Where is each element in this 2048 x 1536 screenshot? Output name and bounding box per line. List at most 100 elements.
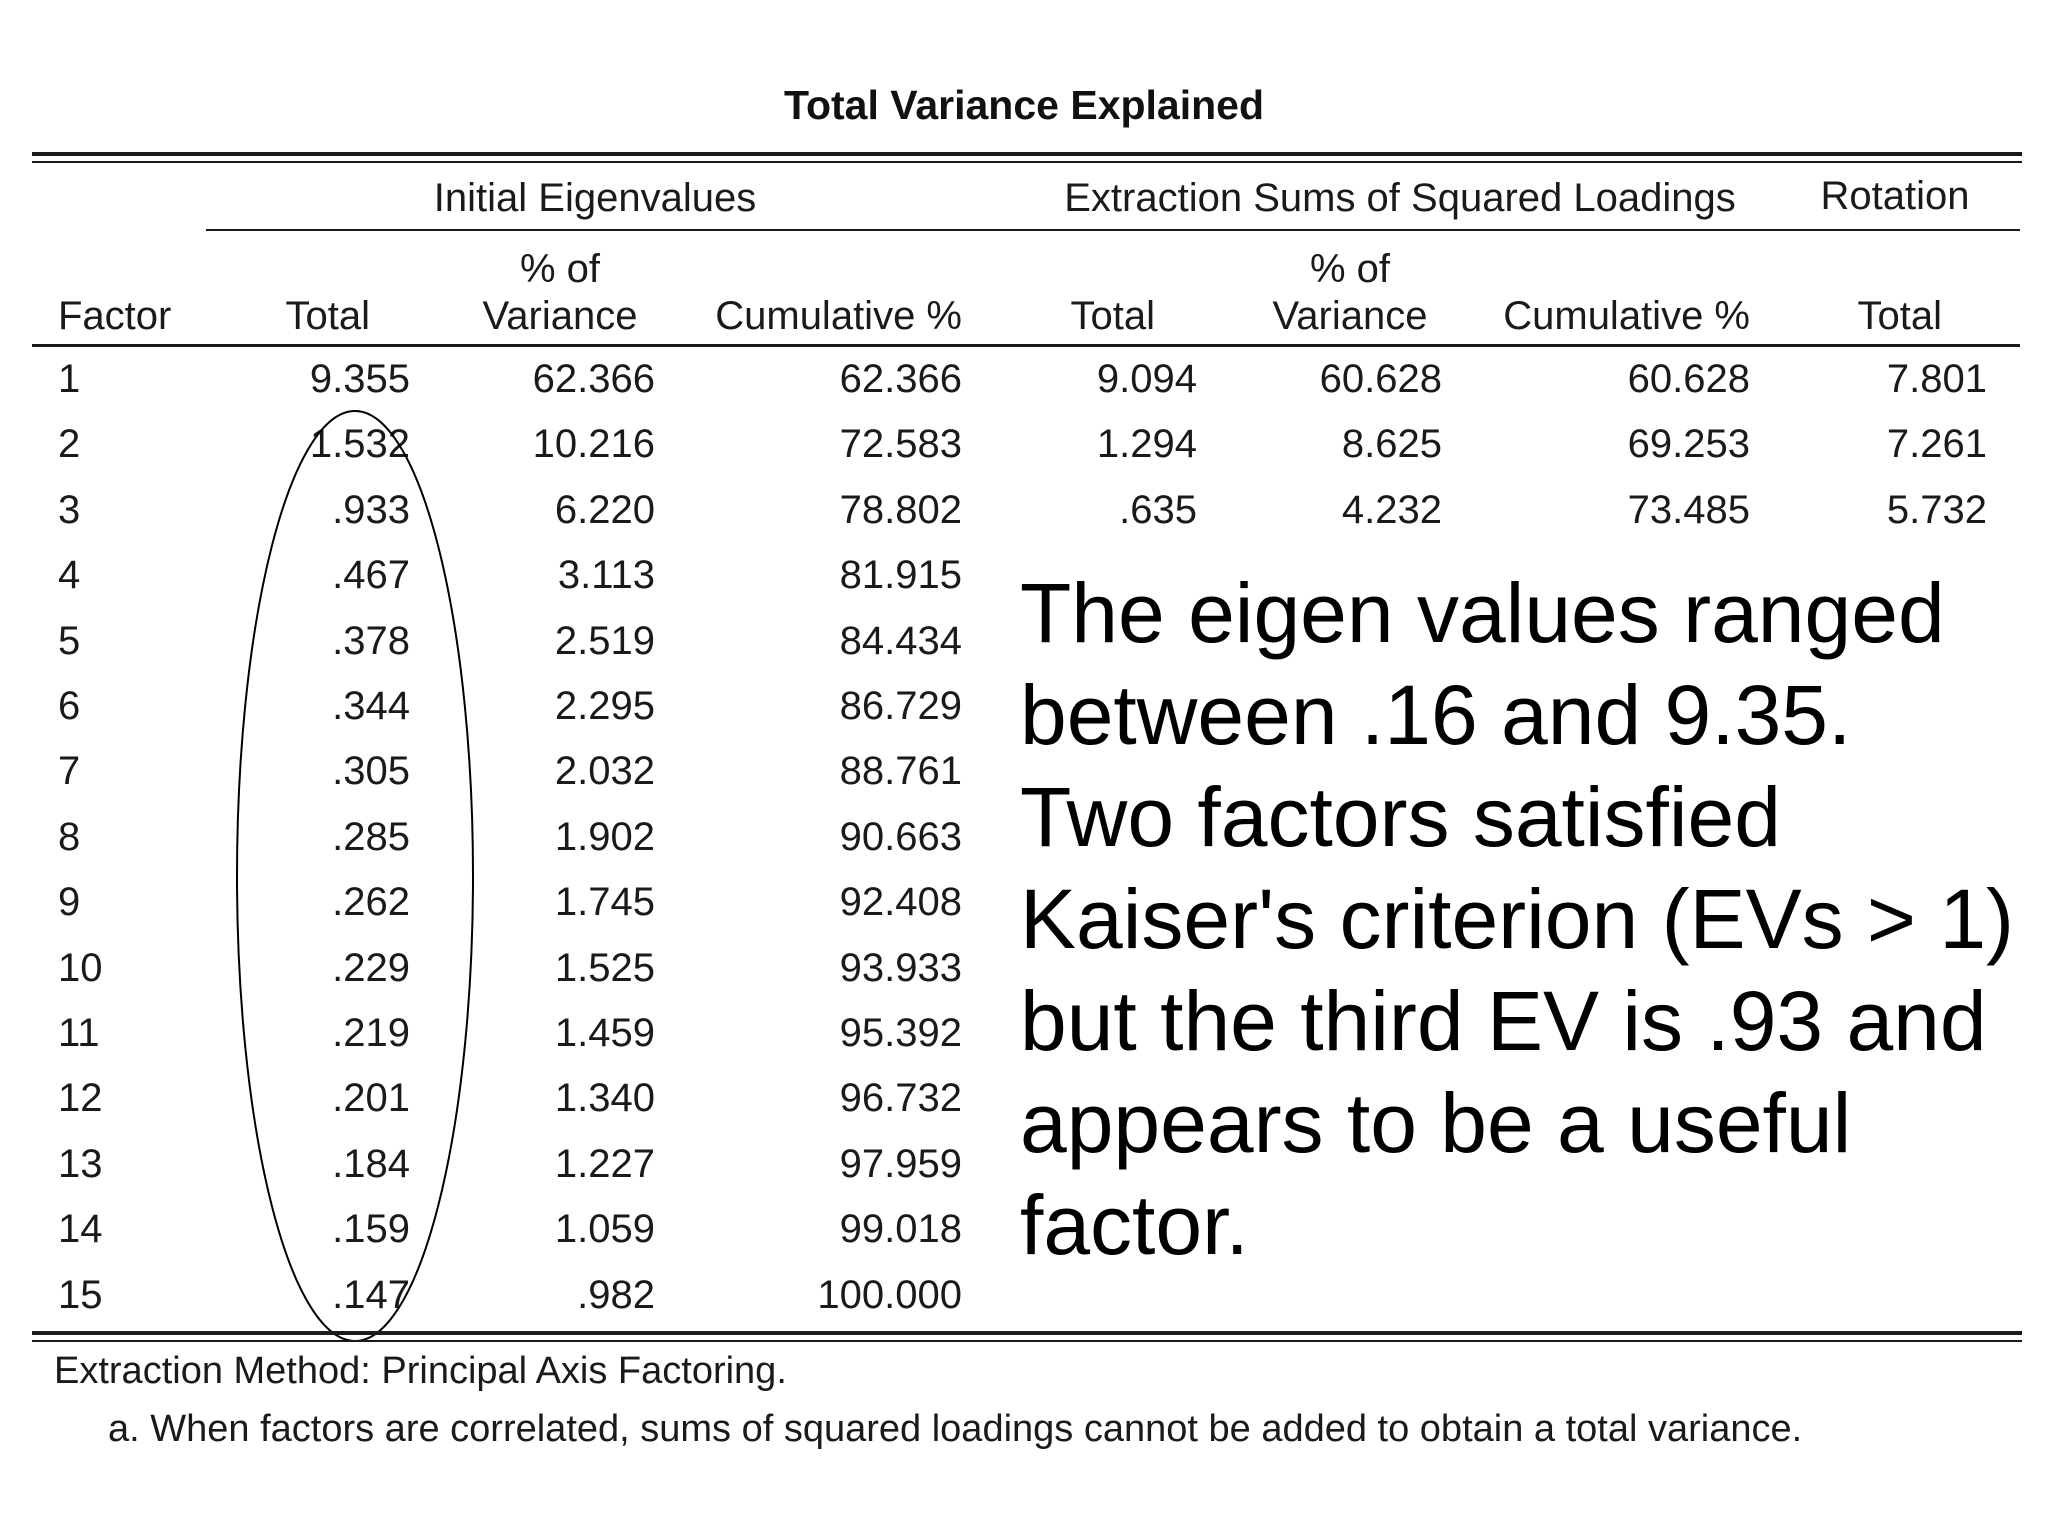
cell-ie-pct: 1.059 <box>554 1207 655 1252</box>
cell-ie-cumulative: 90.663 <box>839 814 962 859</box>
cell-factor: 9 <box>58 880 81 925</box>
col-header-ie-cumulative: Cumulative % <box>715 294 962 338</box>
table-row: 6 .344 2.295 86.729 <box>0 682 2048 730</box>
cell-factor: 14 <box>58 1207 103 1252</box>
cell-ie-cumulative: 100.000 <box>817 1272 962 1317</box>
header-rule <box>32 344 2020 347</box>
col-header-ie-pct-line1: % of <box>519 247 601 291</box>
cell-ie-total: 9.355 <box>309 357 410 401</box>
cell-ie-total: .344 <box>332 684 410 728</box>
group-header-rule <box>206 229 2020 231</box>
cell-ie-total: .933 <box>332 487 410 532</box>
bottom-rule <box>32 1331 2022 1335</box>
table-row: 11 .219 1.459 95.392 <box>0 1009 2048 1057</box>
cell-factor: 2 <box>58 422 81 467</box>
cell-ie-pct: 1.340 <box>554 1076 655 1121</box>
cell-ie-cumulative: 62.366 <box>839 357 962 401</box>
cell-ie-cumulative: 78.802 <box>839 487 962 532</box>
bottom-rule-inner <box>32 1340 2022 1342</box>
cell-factor: 11 <box>58 1011 100 1055</box>
cell-factor: 10 <box>58 945 103 990</box>
cell-ie-pct: 1.459 <box>554 1011 655 1055</box>
cell-factor: 15 <box>58 1272 103 1317</box>
cell-factor: 6 <box>58 684 81 728</box>
footnote-note: a. When factors are correlated, sums of … <box>108 1408 1802 1451</box>
cell-ie-total: .467 <box>332 553 410 598</box>
group-header-extraction-sums: Extraction Sums of Squared Loadings <box>1064 176 1736 220</box>
table-row: 9 .262 1.745 92.408 <box>0 878 2048 926</box>
cell-factor: 7 <box>58 749 81 794</box>
col-header-ex-pct-line1: % of <box>1309 247 1391 291</box>
cell-ie-total: .229 <box>332 945 410 990</box>
cell-ie-pct: 1.745 <box>554 880 655 925</box>
cell-ie-total: .262 <box>332 880 410 925</box>
table-row: 4 .467 3.113 81.915 <box>0 551 2048 599</box>
cell-ie-cumulative: 86.729 <box>839 684 962 728</box>
cell-ie-cumulative: 96.732 <box>839 1076 962 1121</box>
table-row: 7 .305 2.032 88.761 <box>0 747 2048 795</box>
cell-ex-total: .635 <box>1119 487 1197 532</box>
cell-rot-total: 7.801 <box>1886 357 1987 401</box>
col-header-ex-cumulative: Cumulative % <box>1503 294 1750 338</box>
cell-ex-total: 9.094 <box>1096 357 1197 401</box>
cell-ie-pct: 62.366 <box>532 357 655 401</box>
group-header-rotation: Rotation <box>1820 174 1970 218</box>
cell-ie-cumulative: 72.583 <box>839 422 962 467</box>
col-header-ex-total: Total <box>1070 294 1156 338</box>
cell-ie-total: .219 <box>332 1011 410 1055</box>
cell-ie-total: .201 <box>332 1076 410 1121</box>
cell-factor: 5 <box>58 618 81 663</box>
cell-ie-cumulative: 97.959 <box>839 1141 962 1186</box>
cell-ex-pct: 60.628 <box>1319 357 1442 401</box>
cell-factor: 4 <box>58 553 81 598</box>
annotation-text: The eigen values ranged between .16 and … <box>1020 566 2015 1272</box>
cell-ie-total: .378 <box>332 618 410 663</box>
col-header-ie-pct: % of Variance <box>460 246 660 340</box>
col-header-ie-pct-line2: Variance <box>482 294 638 338</box>
table-title: Total Variance Explained <box>783 82 1265 128</box>
table-row: 14 .159 1.059 99.018 <box>0 1205 2048 1253</box>
cell-ie-pct: 6.220 <box>554 487 655 532</box>
cell-factor: 3 <box>58 487 81 532</box>
cell-ex-cumulative: 73.485 <box>1627 487 1750 532</box>
table-row: 3 .933 6.220 78.802 .635 4.232 73.485 5.732 <box>0 486 2048 534</box>
cell-factor: 12 <box>58 1076 103 1121</box>
table-row: 8 .285 1.902 90.663 <box>0 813 2048 861</box>
cell-ie-pct: 2.032 <box>554 749 655 794</box>
cell-ie-total: .305 <box>332 749 410 794</box>
top-rule <box>32 152 2022 156</box>
table-row: 1 9.355 62.366 62.366 9.094 60.628 60.628 7.801 <box>0 355 2048 403</box>
footnote-marker: a. <box>108 1408 140 1450</box>
cell-ie-pct: 1.525 <box>554 945 655 990</box>
table-row: 10 .229 1.525 93.933 <box>0 944 2048 992</box>
cell-ie-cumulative: 92.408 <box>839 880 962 925</box>
cell-ex-pct: 8.625 <box>1341 422 1442 467</box>
group-header-initial-eigenvalues: Initial Eigenvalues <box>433 176 757 220</box>
cell-ie-cumulative: 84.434 <box>839 618 962 663</box>
col-header-factor: Factor <box>58 294 172 338</box>
cell-rot-total: 7.261 <box>1886 422 1987 467</box>
cell-ie-pct: 2.295 <box>554 684 655 728</box>
table-row: 12 .201 1.340 96.732 <box>0 1074 2048 1122</box>
table-row: 15.147.982 100.000 <box>0 1271 2048 1319</box>
cell-factor: 8 <box>58 814 81 859</box>
col-header-ie-total: Total <box>285 294 371 338</box>
cell-ie-cumulative: 95.392 <box>839 1011 962 1055</box>
cell-ie-cumulative: 93.933 <box>839 945 962 990</box>
cell-ie-pct: 2.519 <box>554 618 655 663</box>
cell-ex-total: 1.294 <box>1096 422 1197 467</box>
footnote-text: When factors are correlated, sums of squ… <box>150 1408 1803 1450</box>
col-header-rot-total: Total <box>1857 294 1943 338</box>
top-rule-inner <box>32 161 2022 163</box>
footnote-method: Extraction Method: Principal Axis Factor… <box>54 1350 787 1392</box>
table-row: 13 .184 1.227 97.959 <box>0 1140 2048 1188</box>
col-header-ex-pct: % of Variance <box>1250 246 1450 340</box>
col-header-ex-pct-line2: Variance <box>1272 294 1428 338</box>
cell-factor: 1 <box>58 357 81 401</box>
cell-ie-cumulative: 99.018 <box>839 1207 962 1252</box>
cell-ie-pct: 10.216 <box>532 422 655 467</box>
cell-ie-pct: .982 <box>577 1272 655 1317</box>
table-row: 5 .378 2.519 84.434 <box>0 617 2048 665</box>
cell-ie-total: 1.532 <box>309 422 410 467</box>
